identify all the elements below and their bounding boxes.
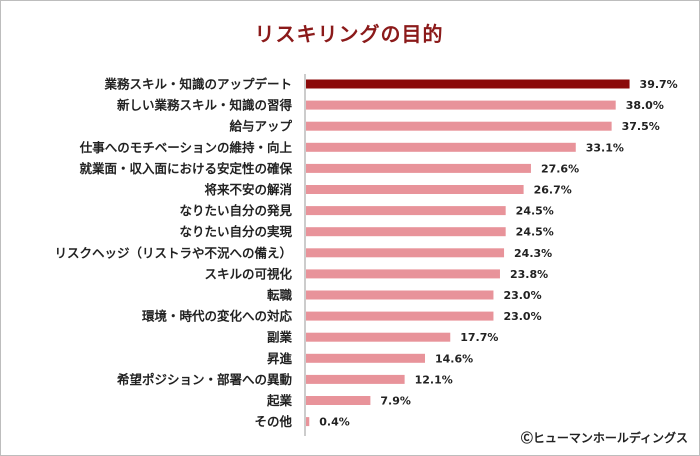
value-label: 33.1%: [586, 141, 624, 154]
bar: [306, 206, 506, 216]
category-label: リスクヘッジ（リストラや不況への備え）: [54, 245, 292, 260]
category-label: その他: [254, 414, 292, 429]
bar: [306, 100, 616, 110]
value-label: 23.0%: [503, 310, 541, 323]
category-label: 昇進: [267, 351, 293, 366]
category-label: 転職: [267, 288, 293, 303]
category-label: 仕事へのモチベーションの維持・向上: [79, 140, 293, 155]
bar: [306, 396, 371, 405]
category-label: 希望ポジション・部署への異動: [116, 372, 292, 387]
category-label: 業務スキル・知識のアップデート: [103, 77, 292, 92]
copyright-credit: Ⓒヒューマンホールディングス: [520, 431, 688, 445]
bar: [306, 79, 630, 89]
bar: [306, 269, 500, 279]
bar: [306, 311, 494, 321]
category-label: 給与アップ: [229, 119, 292, 134]
value-label: 23.8%: [510, 268, 548, 281]
category-label: 起業: [266, 393, 293, 408]
value-label: 39.7%: [640, 78, 678, 91]
bar: [306, 248, 505, 258]
category-label: 就業面・収入面における安定性の確保: [79, 161, 292, 176]
bar: [306, 417, 310, 427]
value-label: 26.7%: [534, 184, 572, 197]
value-label: 17.7%: [460, 331, 498, 344]
value-label: 24.3%: [514, 247, 552, 260]
category-label: なりたい自分の発見: [179, 203, 292, 218]
value-label: 37.5%: [622, 120, 660, 133]
bar: [306, 353, 425, 363]
value-label: 12.1%: [415, 373, 453, 386]
value-label: 0.4%: [319, 416, 350, 429]
category-label: 新しい業務スキル・知識の習得: [117, 98, 293, 113]
bar: [306, 121, 612, 131]
bar: [306, 185, 524, 194]
value-label: 27.6%: [541, 162, 579, 175]
category-label: 環境・時代の変化への対応: [142, 309, 293, 324]
category-label: スキルの可視化: [204, 266, 292, 281]
value-label: 24.5%: [516, 205, 554, 218]
category-label: 副業: [267, 330, 293, 345]
bar: [306, 290, 494, 300]
category-label: 将来不安の解消: [204, 182, 292, 197]
chart-title: リスキリングの目的: [254, 22, 444, 46]
value-label: 38.0%: [626, 99, 664, 112]
value-label: 24.5%: [516, 226, 554, 239]
category-label: なりたい自分の実現: [179, 224, 292, 239]
bar: [306, 332, 451, 342]
bar: [306, 163, 531, 173]
value-label: 14.6%: [435, 352, 473, 365]
bar: [306, 227, 506, 237]
bar: [306, 142, 576, 152]
bar: [306, 374, 405, 384]
value-label: 23.0%: [503, 289, 541, 302]
value-label: 7.9%: [380, 395, 411, 408]
